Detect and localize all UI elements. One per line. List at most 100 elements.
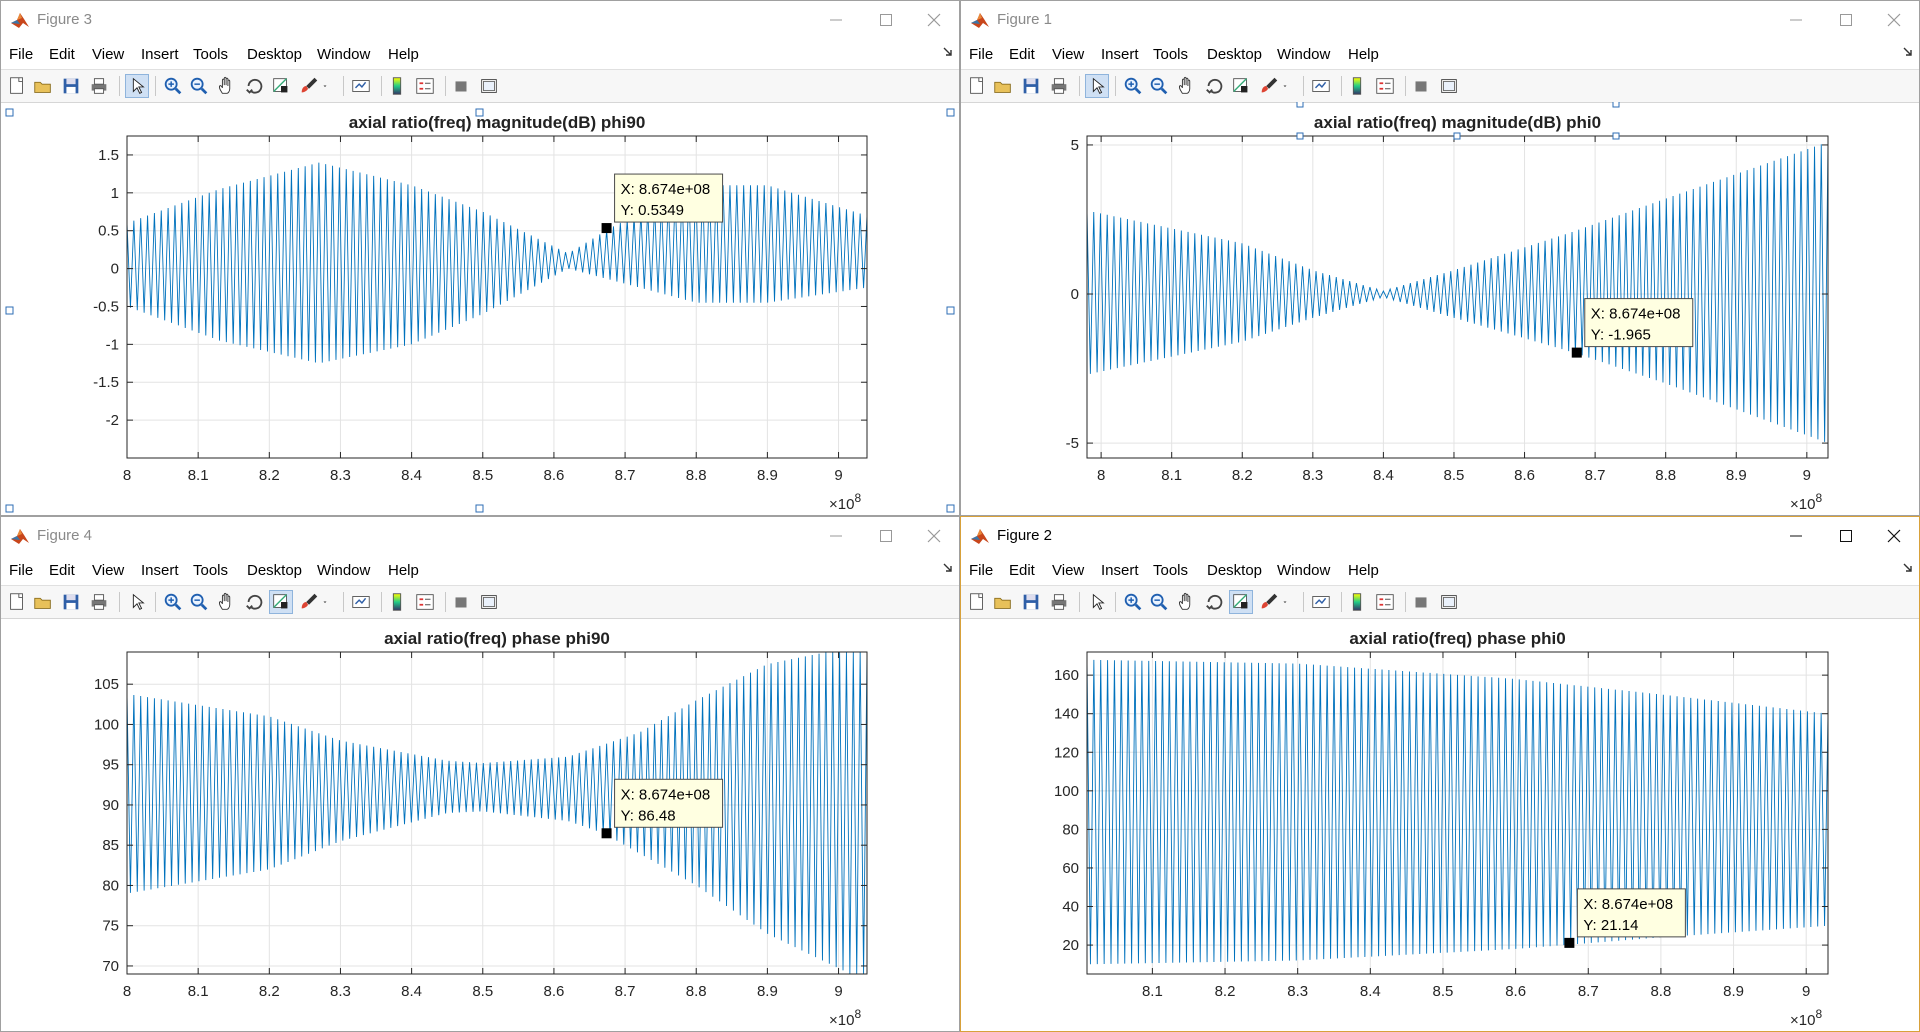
zoom-in-icon[interactable] bbox=[1121, 74, 1145, 98]
menu-view[interactable]: View bbox=[1052, 562, 1085, 579]
insert-legend-icon[interactable] bbox=[413, 74, 437, 98]
open-file-icon[interactable] bbox=[991, 590, 1015, 614]
rotate-3d-icon[interactable] bbox=[243, 74, 267, 98]
menu-tools[interactable]: Tools bbox=[1153, 46, 1189, 63]
selection-handle[interactable] bbox=[1612, 102, 1620, 108]
pan-hand-icon[interactable] bbox=[1175, 590, 1199, 614]
insert-legend-icon[interactable] bbox=[1373, 590, 1397, 614]
minimize-button[interactable] bbox=[813, 3, 859, 37]
selection-handle[interactable] bbox=[1296, 132, 1304, 140]
brush-icon[interactable] bbox=[1257, 74, 1281, 98]
menu-window[interactable]: Window bbox=[317, 46, 371, 63]
datatip[interactable]: X: 8.674e+08 Y: 0.5349 bbox=[614, 173, 724, 223]
dock-arrow-icon[interactable] bbox=[943, 563, 953, 576]
insert-colorbar-icon[interactable] bbox=[1345, 74, 1369, 98]
edit-plot-arrow-icon[interactable] bbox=[125, 590, 149, 614]
menu-insert[interactable]: Insert bbox=[141, 562, 179, 579]
menu-tools[interactable]: Tools bbox=[193, 46, 229, 63]
data-line[interactable] bbox=[126, 162, 868, 363]
link-plot-icon[interactable] bbox=[1309, 74, 1333, 98]
new-figure-icon[interactable] bbox=[965, 590, 989, 614]
hide-plot-tools-icon[interactable] bbox=[449, 590, 473, 614]
title-bar[interactable]: Figure 1 bbox=[961, 1, 1919, 39]
link-plot-icon[interactable] bbox=[349, 590, 373, 614]
show-plot-tools-icon[interactable] bbox=[477, 74, 501, 98]
save-icon[interactable] bbox=[59, 590, 83, 614]
brush-dropdown-icon[interactable] bbox=[319, 590, 331, 614]
menu-edit[interactable]: Edit bbox=[1009, 46, 1035, 63]
selection-handle[interactable] bbox=[1296, 102, 1304, 108]
datatip[interactable]: X: 8.674e+08 Y: 86.48 bbox=[614, 778, 724, 828]
menu-help[interactable]: Help bbox=[388, 562, 419, 579]
selection-handle[interactable] bbox=[946, 108, 955, 117]
show-plot-tools-icon[interactable] bbox=[1437, 74, 1461, 98]
menu-tools[interactable]: Tools bbox=[1153, 562, 1189, 579]
menu-edit[interactable]: Edit bbox=[1009, 562, 1035, 579]
dock-arrow-icon[interactable] bbox=[1903, 47, 1913, 60]
plot-canvas[interactable]: 8 8.1 8.2 8.3 8.4 8.5 8.6 8.7 8.8 8.9 9 5 0 -5 ×108 axi… bbox=[961, 102, 1919, 514]
menu-file[interactable]: File bbox=[969, 46, 994, 63]
selection-handle[interactable] bbox=[475, 504, 484, 513]
menu-insert[interactable]: Insert bbox=[1101, 562, 1139, 579]
menu-edit[interactable]: Edit bbox=[49, 46, 75, 63]
data-cursor-icon[interactable] bbox=[1229, 590, 1253, 614]
zoom-in-icon[interactable] bbox=[1121, 590, 1145, 614]
datatip-marker[interactable] bbox=[601, 223, 612, 234]
print-icon[interactable] bbox=[1047, 74, 1071, 98]
pan-hand-icon[interactable] bbox=[1175, 74, 1199, 98]
menu-desktop[interactable]: Desktop bbox=[1207, 562, 1263, 579]
rotate-3d-icon[interactable] bbox=[1203, 74, 1227, 98]
data-cursor-icon[interactable] bbox=[269, 74, 293, 98]
datatip-marker[interactable] bbox=[1571, 347, 1582, 358]
show-plot-tools-icon[interactable] bbox=[1437, 590, 1461, 614]
menu-window[interactable]: Window bbox=[317, 562, 371, 579]
link-plot-icon[interactable] bbox=[349, 74, 373, 98]
title-bar[interactable]: Figure 2 bbox=[961, 517, 1919, 555]
title-bar[interactable]: Figure 3 bbox=[1, 1, 959, 39]
new-figure-icon[interactable] bbox=[5, 74, 29, 98]
new-figure-icon[interactable] bbox=[965, 74, 989, 98]
edit-plot-arrow-icon[interactable] bbox=[1085, 74, 1109, 98]
data-cursor-icon[interactable] bbox=[269, 590, 293, 614]
close-button[interactable] bbox=[911, 519, 957, 553]
selection-handle[interactable] bbox=[946, 504, 955, 513]
brush-icon[interactable] bbox=[297, 74, 321, 98]
menu-view[interactable]: View bbox=[92, 46, 125, 63]
print-icon[interactable] bbox=[1047, 590, 1071, 614]
selection-handle[interactable] bbox=[5, 504, 14, 513]
open-file-icon[interactable] bbox=[31, 74, 55, 98]
menu-help[interactable]: Help bbox=[1348, 46, 1379, 63]
brush-dropdown-icon[interactable] bbox=[319, 74, 331, 98]
plot-canvas[interactable]: 8.1 8.2 8.3 8.4 8.5 8.6 8.7 8.8 8.9 9 160 140 120 100… bbox=[961, 618, 1919, 1030]
menu-file[interactable]: File bbox=[9, 46, 34, 63]
hide-plot-tools-icon[interactable] bbox=[1409, 74, 1433, 98]
menu-window[interactable]: Window bbox=[1277, 562, 1331, 579]
insert-colorbar-icon[interactable] bbox=[1345, 590, 1369, 614]
menu-help[interactable]: Help bbox=[1348, 562, 1379, 579]
menu-file[interactable]: File bbox=[9, 562, 34, 579]
rotate-3d-icon[interactable] bbox=[1203, 590, 1227, 614]
close-button[interactable] bbox=[911, 3, 957, 37]
insert-legend-icon[interactable] bbox=[1373, 74, 1397, 98]
close-button[interactable] bbox=[1871, 519, 1917, 553]
zoom-in-icon[interactable] bbox=[161, 74, 185, 98]
minimize-button[interactable] bbox=[1773, 3, 1819, 37]
menu-view[interactable]: View bbox=[1052, 46, 1085, 63]
datatip-marker[interactable] bbox=[601, 828, 612, 839]
edit-plot-arrow-icon[interactable] bbox=[125, 74, 149, 98]
zoom-out-icon[interactable] bbox=[1147, 590, 1171, 614]
maximize-button[interactable] bbox=[863, 3, 909, 37]
menu-insert[interactable]: Insert bbox=[1101, 46, 1139, 63]
menu-window[interactable]: Window bbox=[1277, 46, 1331, 63]
minimize-button[interactable] bbox=[813, 519, 859, 553]
insert-colorbar-icon[interactable] bbox=[385, 590, 409, 614]
maximize-button[interactable] bbox=[1823, 519, 1869, 553]
menu-desktop[interactable]: Desktop bbox=[247, 46, 303, 63]
open-file-icon[interactable] bbox=[991, 74, 1015, 98]
selection-handle[interactable] bbox=[1453, 132, 1461, 140]
menu-file[interactable]: File bbox=[969, 562, 994, 579]
pan-hand-icon[interactable] bbox=[215, 590, 239, 614]
plot-canvas[interactable]: 8 8.1 8.2 8.3 8.4 8.5 8.6 8.7 8.8 8.9 9 105 100 95 90 8… bbox=[1, 618, 959, 1030]
data-line[interactable] bbox=[1086, 141, 1829, 442]
zoom-out-icon[interactable] bbox=[187, 590, 211, 614]
